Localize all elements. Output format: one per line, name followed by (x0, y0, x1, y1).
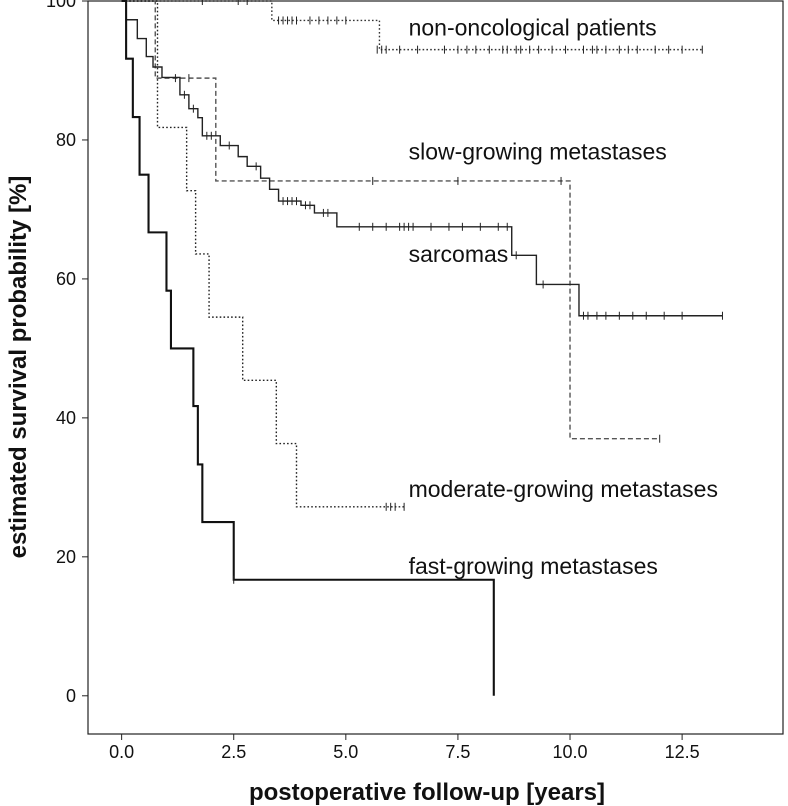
x-axis-title: postoperative follow-up [years] (249, 779, 605, 806)
x-tick-label: 7.5 (445, 742, 470, 762)
axis-ticks: 0.0 2.5 5.0 7.5 10.0 12.5 0 20 40 60 80 100 (46, 0, 700, 762)
y-tick-label: 20 (56, 547, 76, 567)
curve-label-slow-growing-metastases: slow-growing metastases (409, 138, 667, 164)
x-tick-label: 2.5 (221, 742, 246, 762)
series-non-oncological-patients (121, 0, 703, 54)
x-tick-label: 12.5 (665, 742, 700, 762)
y-axis-title: estimated survival probability [%] (5, 176, 32, 559)
plot-frame (87, 0, 784, 735)
series-fast-growing-metastases (121, 0, 495, 696)
series-slow-growing-metastases (121, 0, 661, 443)
y-tick-label: 80 (56, 130, 76, 150)
x-tick-label: 10.0 (552, 742, 587, 762)
y-tick-label: 60 (56, 269, 76, 289)
curve-label-moderate-growing-metastases: moderate-growing metastases (409, 476, 718, 502)
curve-fast-growing-metastases (121, 0, 495, 696)
x-tick-label: 0.0 (109, 742, 134, 762)
series-moderate-growing-metastases (121, 0, 405, 511)
curve-label-sarcomas: sarcomas (409, 241, 509, 267)
y-tick-label: 0 (66, 686, 76, 706)
curve-slow-growing-metastases (121, 0, 660, 440)
y-tick-label: 40 (56, 408, 76, 428)
curve-label-fast-growing-metastases: fast-growing metastases (409, 553, 658, 579)
curve-labels: non-oncological patients slow-growing met… (409, 15, 718, 579)
y-tick-label: 100 (46, 0, 76, 11)
series-layer (121, 0, 723, 696)
series-sarcomas (121, 0, 723, 320)
curve-label-non-oncological-patients: non-oncological patients (409, 15, 657, 41)
x-tick-label: 5.0 (333, 742, 358, 762)
curve-sarcomas (121, 0, 723, 317)
